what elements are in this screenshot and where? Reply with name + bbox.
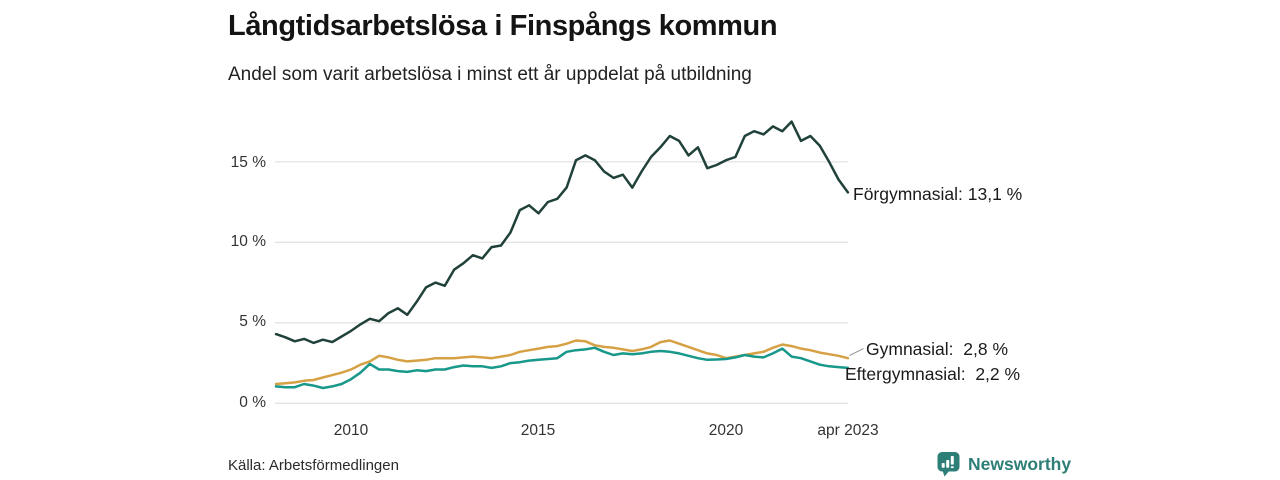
chart-title: Långtidsarbetslösa i Finspångs kommun — [228, 10, 778, 42]
y-tick-5: 5 % — [239, 313, 266, 330]
y-tick-0: 0 % — [239, 394, 266, 411]
gymnasial-label-connector — [849, 348, 864, 356]
x-tick-2010: 2010 — [333, 422, 369, 439]
x-tick-apr-2023: apr 2023 — [817, 422, 879, 439]
x-tick-2015: 2015 — [520, 422, 556, 439]
line-eftergymnasial — [274, 346, 850, 390]
series-label-eftergymnasial: Eftergymnasial: 2,2 % — [845, 364, 1021, 384]
x-tick-2020: 2020 — [708, 422, 744, 439]
line-förgymnasial — [274, 120, 850, 345]
series-lines — [274, 120, 850, 390]
newsworthy-brand-name: Newsworthy — [968, 453, 1072, 474]
series-label-forgymnasial: Förgymnasial: 13,1 % — [853, 184, 1023, 204]
newsworthy-logo-icon — [937, 452, 960, 477]
series-label-gymnasial: Gymnasial: 2,8 % — [866, 339, 1008, 359]
source-note: Källa: Arbetsförmedlingen — [228, 457, 399, 474]
chart-subtitle: Andel som varit arbetslösa i minst ett å… — [228, 64, 752, 85]
line-gymnasial — [274, 339, 850, 386]
y-tick-10: 10 % — [230, 233, 266, 250]
gridlines — [275, 161, 848, 404]
branding: Newsworthy — [936, 451, 1071, 477]
y-tick-15: 15 % — [230, 154, 266, 171]
